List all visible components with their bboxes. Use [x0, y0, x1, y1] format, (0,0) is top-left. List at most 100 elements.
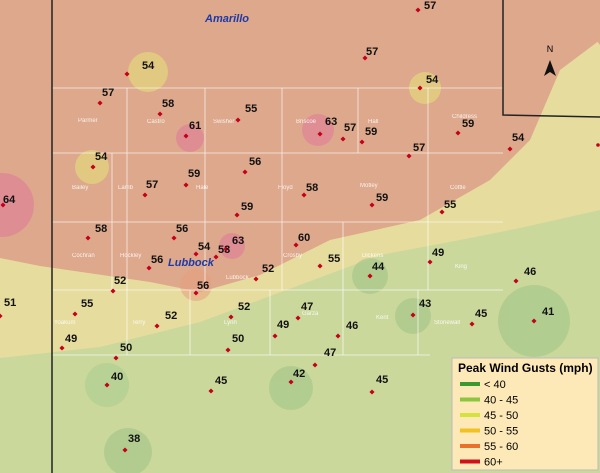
station-marker: [513, 278, 519, 284]
blobs: [0, 52, 570, 473]
station-marker: [455, 130, 461, 136]
station-value: 57: [344, 122, 356, 134]
station-value: 54: [95, 151, 108, 163]
station-value: 52: [114, 275, 126, 287]
station-marker: [228, 314, 234, 320]
county-label: Hale: [196, 185, 209, 191]
station-value: 45: [475, 308, 487, 320]
county-label: Stonewall: [434, 320, 460, 326]
station-marker: [596, 143, 600, 147]
county-label: Hockley: [120, 253, 141, 259]
station-marker: [427, 259, 433, 265]
station-value: 58: [162, 98, 174, 110]
station-value: 50: [232, 333, 244, 345]
legend-label: < 40: [484, 379, 506, 391]
legend-label: 50 - 55: [484, 426, 518, 438]
station-value: 49: [277, 319, 289, 331]
station-marker: [410, 312, 416, 318]
north-arrow: N: [544, 44, 556, 76]
station-value: 58: [306, 182, 318, 194]
county-label: Bailey: [72, 185, 88, 191]
station-value: 59: [241, 201, 253, 213]
north-label: N: [547, 44, 554, 54]
station-value: 59: [188, 168, 200, 180]
state-border: [51, 0, 600, 473]
station-value: 51: [4, 297, 16, 309]
station-marker: [288, 379, 294, 385]
station-marker: [223, 246, 229, 252]
station-marker: [369, 389, 375, 395]
station-marker: [312, 362, 318, 368]
legend-label: 55 - 60: [484, 441, 518, 453]
station-marker: [406, 153, 412, 159]
station-marker: [531, 318, 537, 324]
station-value: 56: [151, 254, 163, 266]
station-value: 58: [95, 223, 107, 235]
county-label: Childress: [452, 114, 477, 120]
station-value: 47: [301, 301, 313, 313]
county-label: Crosby: [283, 253, 302, 259]
station-value: 57: [413, 142, 425, 154]
station-marker: [208, 388, 214, 394]
station-marker: [193, 251, 199, 257]
station-marker: [154, 323, 160, 329]
station-value: 54: [426, 74, 439, 86]
station-value: 41: [542, 306, 554, 318]
station-marker: [193, 290, 199, 296]
city-label: Lubbock: [168, 257, 215, 269]
legend-title: Peak Wind Gusts (mph): [458, 361, 593, 375]
station-value: 46: [346, 320, 358, 332]
station-marker: [146, 265, 152, 271]
station-marker: [317, 131, 323, 137]
station-value: 55: [444, 199, 456, 211]
station-marker: [183, 182, 189, 188]
station-marker: [301, 192, 307, 198]
station-value: 52: [262, 263, 274, 275]
station-value: 45: [376, 374, 388, 386]
station-value: 54: [198, 241, 211, 253]
county-label: Motley: [360, 183, 378, 189]
station-value: 56: [197, 280, 209, 292]
station-marker: [469, 321, 475, 327]
station-value: 49: [432, 247, 444, 259]
station-marker: [124, 71, 130, 77]
station-value: 61: [189, 120, 201, 132]
station-value: 57: [146, 179, 158, 191]
station-marker: [171, 235, 177, 241]
station-marker: [293, 242, 299, 248]
legend-label: 60+: [484, 457, 503, 469]
station-marker: [242, 169, 248, 175]
county-label: Terry: [132, 320, 145, 326]
county-label: Briscoe: [296, 119, 317, 125]
station-marker: [85, 235, 91, 241]
station-value: 38: [128, 433, 140, 445]
station-marker: [367, 273, 373, 279]
county-label: Dickens: [362, 253, 383, 259]
station-marker: [142, 192, 148, 198]
station-marker: [340, 136, 346, 142]
county-label: Yoakum: [54, 320, 75, 326]
station-value: 64: [3, 194, 16, 206]
county-label: Cochran: [72, 253, 95, 259]
station-value: 60: [298, 232, 310, 244]
station-value: 59: [376, 192, 388, 204]
station-value: 40: [111, 371, 123, 383]
station-marker: [183, 133, 189, 139]
station-value: 43: [419, 298, 431, 310]
station-marker: [97, 100, 103, 106]
county-label: Hall: [368, 119, 378, 125]
station-value: 49: [65, 333, 77, 345]
county-label: Lamb: [118, 185, 134, 191]
legend: Peak Wind Gusts (mph) < 40 40 - 45 45 - 50…: [451, 357, 599, 471]
station-value: 56: [249, 156, 261, 168]
station-value: 57: [366, 46, 378, 58]
station-marker: [234, 212, 240, 218]
city-label: Amarillo: [204, 13, 249, 25]
station-value: 59: [365, 126, 377, 138]
county-label: Parmer: [78, 118, 98, 124]
station-marker: [415, 7, 421, 13]
station-value: 44: [372, 261, 385, 273]
station-value: 63: [232, 235, 244, 247]
station-marker: [295, 315, 301, 321]
